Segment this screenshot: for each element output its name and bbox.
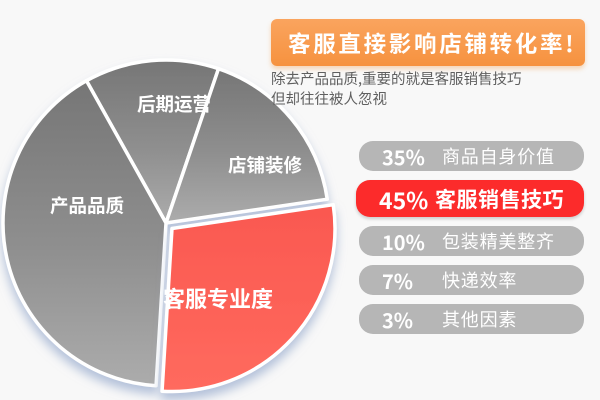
svg-text:后期运营: 后期运营 <box>137 91 211 117</box>
svg-text:客服专业度: 客服专业度 <box>163 282 273 314</box>
svg-text:店铺装修: 店铺装修 <box>228 152 303 178</box>
svg-text:产品品质: 产品品质 <box>50 193 124 219</box>
